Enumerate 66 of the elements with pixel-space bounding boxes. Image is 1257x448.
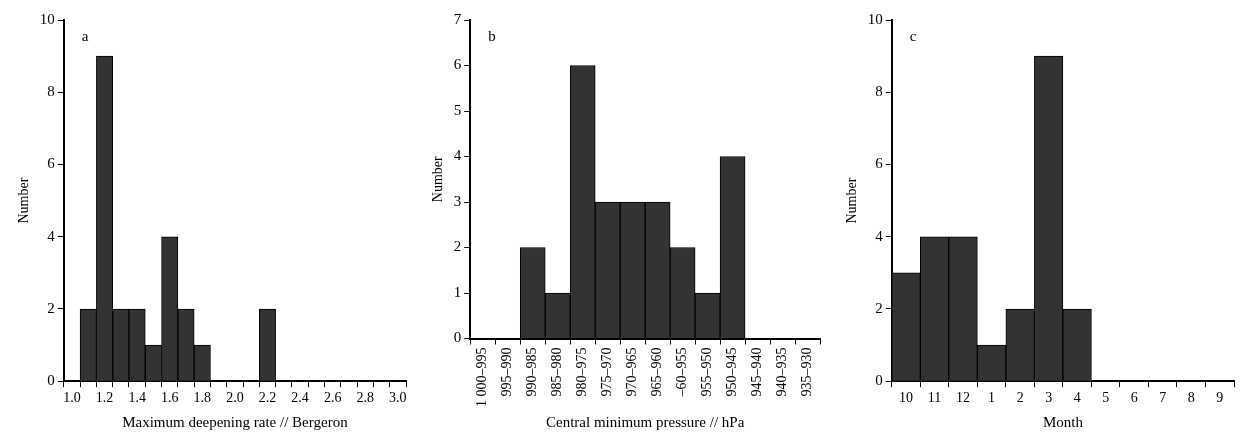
y-tick-label: 4 bbox=[47, 227, 56, 244]
x-tick-label: 2.6 bbox=[323, 390, 342, 406]
y-axis-title: Number bbox=[430, 155, 446, 203]
x-tick-label: 6 bbox=[1130, 390, 1138, 406]
x-tick-label: 4 bbox=[1073, 390, 1081, 406]
y-tick-label: 0 bbox=[47, 372, 55, 389]
x-axis-title: Month bbox=[1042, 413, 1084, 430]
y-tick-label: 8 bbox=[47, 83, 55, 100]
x-tick-label: 2.2 bbox=[258, 390, 277, 406]
x-tick-label: 2.4 bbox=[291, 390, 309, 406]
x-tick-label: 935–930 bbox=[799, 347, 815, 397]
x-tick-label: 5 bbox=[1102, 390, 1110, 406]
y-tick-label: 3 bbox=[453, 192, 462, 209]
x-tick-label: 3 bbox=[1045, 390, 1053, 406]
y-tick-label: 1 bbox=[453, 283, 462, 300]
annotation: c bbox=[909, 28, 917, 45]
x-tick-label: 995–990 bbox=[499, 347, 515, 397]
y-tick-label: 10 bbox=[867, 10, 883, 27]
x-tick-label: 1 000–995 bbox=[474, 347, 490, 407]
x-tick-label: 940–935 bbox=[774, 347, 790, 397]
x-tick-label: 1 bbox=[988, 390, 996, 406]
x-tick-label: 1.8 bbox=[193, 390, 212, 406]
y-tick-label: 5 bbox=[453, 101, 462, 118]
y-tick-label: 2 bbox=[453, 238, 462, 255]
x-tick-label: 7 bbox=[1159, 390, 1167, 406]
x-tick-label: 1.2 bbox=[95, 390, 114, 406]
y-axis-title: Number bbox=[844, 177, 860, 224]
x-tick-label: 945–940 bbox=[749, 347, 765, 397]
y-tick-label: 7 bbox=[453, 10, 462, 27]
x-tick-label: 3.0 bbox=[389, 390, 407, 406]
x-tick-label: 990–985 bbox=[524, 347, 540, 397]
y-tick-label: 6 bbox=[453, 56, 462, 73]
x-axis-title: Maximum deepening rate // Bergeron bbox=[122, 413, 349, 430]
y-tick-label: 4 bbox=[453, 147, 462, 164]
x-tick-label: 975–970 bbox=[599, 347, 615, 397]
x-tick-label: 1.4 bbox=[128, 390, 146, 406]
annotation: a bbox=[81, 28, 89, 45]
x-tick-label: 970–965 bbox=[624, 347, 640, 397]
x-tick-label: 950–945 bbox=[724, 347, 740, 397]
x-tick-label: 2.8 bbox=[356, 390, 375, 406]
x-tick-label: 980–975 bbox=[574, 347, 590, 397]
y-tick-label: 2 bbox=[47, 299, 55, 316]
y-tick-label: 6 bbox=[875, 155, 884, 172]
annotation: b bbox=[488, 28, 496, 45]
y-tick-label: 8 bbox=[875, 83, 883, 100]
y-tick-label: 4 bbox=[875, 227, 884, 244]
x-tick-label: 1.0 bbox=[63, 390, 81, 406]
x-tick-label: 11 bbox=[927, 390, 942, 406]
x-tick-label: 955–950 bbox=[699, 347, 715, 397]
x-tick-label: 965–960 bbox=[649, 347, 665, 397]
y-tick-label: 0 bbox=[875, 372, 883, 389]
x-tick-label: 8 bbox=[1187, 390, 1195, 406]
x-tick-label: 10 bbox=[899, 390, 914, 406]
y-tick-label: 2 bbox=[875, 299, 883, 316]
x-tick-label: 2.0 bbox=[226, 390, 244, 406]
x-tick-label: –60–955 bbox=[674, 347, 690, 398]
x-tick-label: 985–980 bbox=[549, 347, 565, 397]
x-axis-title: Central minimum pressure // hPa bbox=[545, 413, 745, 430]
y-axis-title: Number bbox=[16, 177, 32, 224]
y-tick-label: 0 bbox=[453, 329, 462, 346]
x-tick-label: 12 bbox=[956, 390, 971, 406]
x-tick-label: 1.6 bbox=[160, 390, 179, 406]
x-tick-label: 9 bbox=[1216, 390, 1224, 406]
x-tick-label: 2 bbox=[1016, 390, 1024, 406]
y-tick-label: 10 bbox=[39, 10, 55, 27]
y-tick-label: 6 bbox=[47, 155, 56, 172]
